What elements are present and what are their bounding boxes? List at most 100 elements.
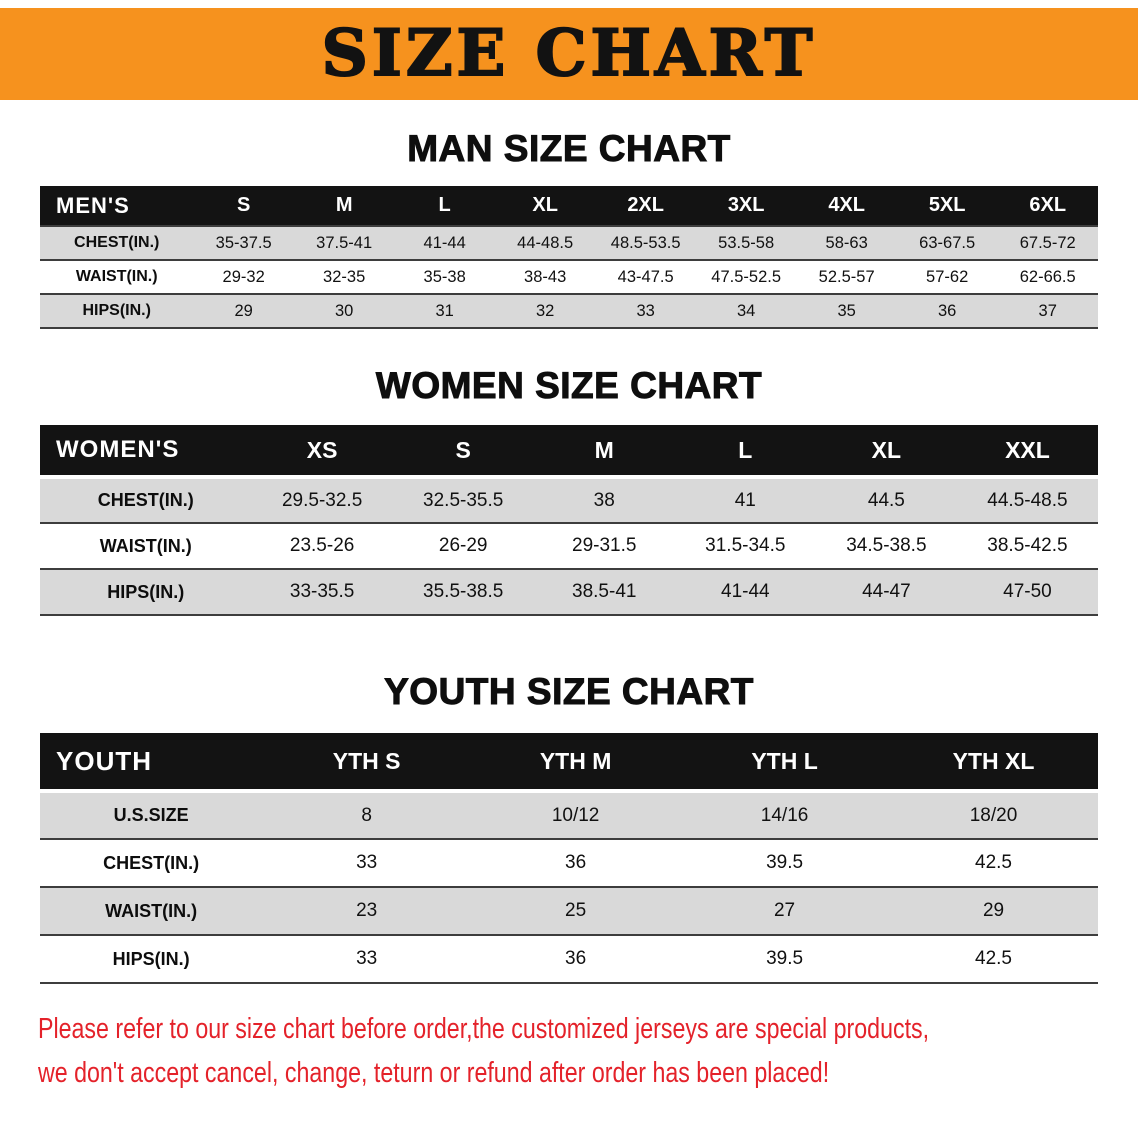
size-value-cell: 38.5-41 bbox=[533, 568, 675, 615]
measurement-label: CHEST(IN.) bbox=[40, 838, 263, 887]
measurement-row: WAIST(IN.) 23.5-26 26-29 29-31.5 31.5-34.5 34… bbox=[40, 522, 1098, 569]
youth-size-table: YOUTH YTH S YTH M YTH L YTH XL U.S.SIZE 8 10/12… bbox=[40, 733, 1098, 984]
size-value-cell: 33 bbox=[595, 293, 696, 328]
size-value-cell: 32-35 bbox=[293, 259, 395, 294]
size-value-cell: 26-29 bbox=[392, 522, 534, 569]
size-column-header: XL bbox=[815, 425, 957, 479]
measurement-label: HIPS(IN.) bbox=[40, 934, 263, 983]
size-value-cell: 41 bbox=[674, 476, 816, 523]
size-value-cell: 29-31.5 bbox=[533, 522, 675, 569]
size-column-header: M bbox=[293, 186, 395, 226]
size-column-header: L bbox=[674, 425, 816, 479]
measurement-row: HIPS(IN.) 29 30 31 32 33 34 35 36 37 bbox=[40, 293, 1098, 328]
size-column-header: S bbox=[392, 425, 534, 479]
table-header-row: MEN'S S M L XL 2XL 3XL 4XL 5XL 6XL bbox=[40, 186, 1098, 226]
table-header-row: WOMEN'S XS S M L XL XXL bbox=[40, 425, 1098, 479]
size-value-cell: 57-62 bbox=[896, 259, 998, 294]
size-value-cell: 53.5-58 bbox=[695, 225, 797, 260]
men-section-heading: MAN SIZE CHART bbox=[407, 128, 731, 170]
measurement-row: HIPS(IN.) 33 36 39.5 42.5 bbox=[40, 934, 1098, 983]
size-value-cell: 42.5 bbox=[889, 838, 1098, 887]
size-value-cell: 36 bbox=[471, 838, 681, 887]
size-value-cell: 34 bbox=[695, 293, 797, 328]
measurement-row: CHEST(IN.) 35-37.5 37.5-41 41-44 44-48.5 48.5… bbox=[40, 225, 1098, 260]
size-value-cell: 35.5-38.5 bbox=[392, 568, 534, 615]
size-column-header: YTH M bbox=[471, 733, 681, 793]
size-value-cell: 29.5-32.5 bbox=[251, 476, 393, 523]
size-value-cell: 42.5 bbox=[889, 934, 1098, 983]
size-value-cell: 35-37.5 bbox=[193, 225, 294, 260]
size-value-cell: 31 bbox=[394, 293, 495, 328]
size-value-cell: 35-38 bbox=[394, 259, 495, 294]
measurement-label: U.S.SIZE bbox=[40, 790, 263, 839]
size-value-cell: 36 bbox=[896, 293, 998, 328]
size-value-cell: 48.5-53.5 bbox=[595, 225, 696, 260]
measurement-label: WAIST(IN.) bbox=[40, 522, 252, 569]
size-column-header: S bbox=[193, 186, 294, 226]
size-value-cell: 62-66.5 bbox=[997, 259, 1098, 294]
size-column-header: XL bbox=[494, 186, 596, 226]
measurement-row: WAIST(IN.) 29-32 32-35 35-38 38-43 43-47.5 47.… bbox=[40, 259, 1098, 294]
size-value-cell: 29-32 bbox=[193, 259, 294, 294]
size-value-cell: 58-63 bbox=[796, 225, 897, 260]
table-corner-label: WOMEN'S bbox=[40, 425, 252, 479]
size-column-header: 6XL bbox=[997, 186, 1098, 226]
measurement-row: HIPS(IN.) 33-35.5 35.5-38.5 38.5-41 41-44 44-… bbox=[40, 568, 1098, 615]
disclaimer-line-2: we don't accept cancel, change, teturn o… bbox=[38, 1056, 830, 1089]
size-value-cell: 32.5-35.5 bbox=[392, 476, 534, 523]
page-title: SIZE CHART bbox=[321, 16, 817, 91]
measurement-row: CHEST(IN.) 29.5-32.5 32.5-35.5 38 41 44.5 44.5… bbox=[40, 476, 1098, 523]
size-value-cell: 41-44 bbox=[394, 225, 495, 260]
measurement-label: WAIST(IN.) bbox=[40, 886, 263, 935]
size-value-cell: 18/20 bbox=[889, 790, 1098, 839]
youth-size-section: YOUTH SIZE CHART YOUTH YTH S YTH M YTH L YTH… bbox=[0, 671, 1138, 984]
size-value-cell: 23.5-26 bbox=[251, 522, 393, 569]
measurement-label: CHEST(IN.) bbox=[40, 476, 252, 523]
women-section-heading: WOMEN SIZE CHART bbox=[375, 365, 763, 407]
size-column-header: 3XL bbox=[695, 186, 797, 226]
measurement-row: CHEST(IN.) 33 36 39.5 42.5 bbox=[40, 838, 1098, 887]
size-value-cell: 38 bbox=[533, 476, 675, 523]
measurement-label: HIPS(IN.) bbox=[40, 568, 252, 615]
size-value-cell: 33 bbox=[262, 838, 472, 887]
size-value-cell: 52.5-57 bbox=[796, 259, 897, 294]
size-value-cell: 38.5-42.5 bbox=[956, 522, 1098, 569]
size-value-cell: 63-67.5 bbox=[896, 225, 998, 260]
measurement-label: HIPS(IN.) bbox=[40, 293, 194, 328]
table-header-row: YOUTH YTH S YTH M YTH L YTH XL bbox=[40, 733, 1098, 793]
size-value-cell: 14/16 bbox=[680, 790, 890, 839]
size-value-cell: 29 bbox=[889, 886, 1098, 935]
size-column-header: XS bbox=[251, 425, 393, 479]
disclaimer-line-1: Please refer to our size chart before or… bbox=[38, 1013, 930, 1045]
size-value-cell: 44-48.5 bbox=[494, 225, 596, 260]
size-value-cell: 37.5-41 bbox=[293, 225, 395, 260]
size-value-cell: 29 bbox=[193, 293, 294, 328]
size-column-header: M bbox=[533, 425, 675, 479]
size-value-cell: 27 bbox=[680, 886, 890, 935]
size-value-cell: 47-50 bbox=[956, 568, 1098, 615]
size-value-cell: 38-43 bbox=[494, 259, 596, 294]
youth-section-heading: YOUTH SIZE CHART bbox=[384, 671, 754, 713]
size-value-cell: 44-47 bbox=[815, 568, 957, 615]
disclaimer: Please refer to our size chart before or… bbox=[38, 1008, 1118, 1095]
men-size-section: MAN SIZE CHART MEN'S S M L XL 2XL 3XL 4XL 5XL 6XL… bbox=[0, 128, 1138, 329]
size-value-cell: 8 bbox=[262, 790, 472, 839]
size-column-header: YTH S bbox=[262, 733, 472, 793]
size-value-cell: 33 bbox=[262, 934, 472, 983]
size-value-cell: 67.5-72 bbox=[997, 225, 1098, 260]
women-size-section: WOMEN SIZE CHART WOMEN'S XS S M L XL XXL CHEST(… bbox=[0, 365, 1138, 616]
size-value-cell: 41-44 bbox=[674, 568, 816, 615]
size-value-cell: 32 bbox=[494, 293, 596, 328]
size-column-header: L bbox=[394, 186, 495, 226]
size-column-header: 5XL bbox=[896, 186, 998, 226]
size-column-header: XXL bbox=[956, 425, 1098, 479]
size-value-cell: 10/12 bbox=[471, 790, 681, 839]
size-value-cell: 33-35.5 bbox=[251, 568, 393, 615]
measurement-label: WAIST(IN.) bbox=[40, 259, 194, 294]
title-banner: SIZE CHART bbox=[0, 8, 1138, 100]
size-value-cell: 31.5-34.5 bbox=[674, 522, 816, 569]
size-value-cell: 36 bbox=[471, 934, 681, 983]
size-value-cell: 44.5 bbox=[815, 476, 957, 523]
size-value-cell: 37 bbox=[997, 293, 1098, 328]
size-value-cell: 44.5-48.5 bbox=[956, 476, 1098, 523]
